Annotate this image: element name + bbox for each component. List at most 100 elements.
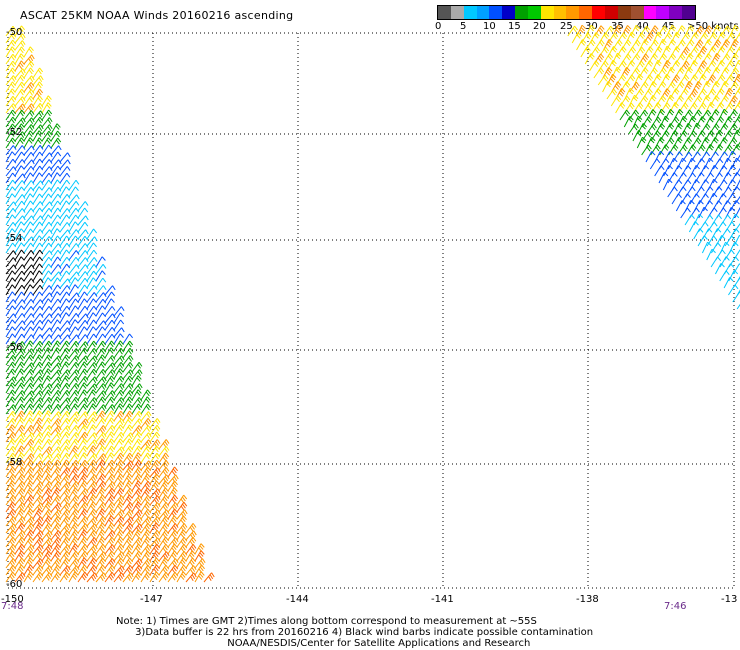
wind-barb	[59, 263, 71, 275]
wind-barb	[149, 530, 161, 541]
wind-barb	[77, 418, 89, 429]
wind-barb	[86, 312, 97, 324]
wind-barb	[32, 410, 43, 422]
wind-barb	[77, 271, 89, 282]
wind-barb	[59, 481, 71, 492]
wind-barb	[122, 509, 134, 520]
wind-barb	[167, 571, 179, 583]
wind-barb	[32, 390, 44, 401]
wind-barb	[59, 327, 71, 338]
wind-barb	[50, 446, 62, 457]
wind-barb	[86, 340, 98, 352]
wind-barb	[86, 270, 98, 282]
wind-barb	[678, 102, 689, 114]
wind-barb	[122, 536, 133, 548]
wind-barb	[14, 508, 25, 520]
wind-barb	[50, 207, 62, 219]
wind-barb	[86, 319, 98, 331]
wind-barb	[5, 361, 17, 373]
wind-barb	[661, 45, 671, 58]
wind-barb	[32, 361, 44, 373]
wind-barb	[68, 473, 80, 485]
wind-barb	[122, 424, 133, 436]
wind-barbs-left-swath	[5, 25, 215, 583]
wind-barb	[77, 243, 89, 254]
wind-barb	[693, 228, 704, 240]
wind-barb	[23, 193, 34, 205]
wind-barb	[68, 348, 80, 359]
wind-barb	[692, 81, 702, 93]
wind-barb	[14, 25, 25, 37]
wind-barb	[167, 466, 179, 478]
wind-barb	[714, 88, 725, 100]
wind-barb	[691, 109, 702, 121]
wind-barb	[32, 487, 43, 499]
wind-barb	[77, 508, 88, 520]
wind-barb	[167, 508, 179, 520]
wind-barb	[77, 529, 88, 541]
wind-barb	[667, 186, 678, 198]
wind-barb	[23, 82, 35, 93]
wind-barb	[95, 432, 107, 443]
wind-barb	[131, 397, 143, 408]
wind-barb	[77, 523, 89, 534]
wind-barb	[23, 354, 34, 366]
wind-barb	[32, 326, 43, 338]
wind-barb	[719, 256, 730, 268]
wind-barb	[68, 194, 80, 205]
wind-barb	[50, 137, 62, 149]
wind-barb	[732, 263, 740, 275]
wind-barb	[77, 250, 89, 261]
wind-barb	[113, 327, 125, 338]
wind-barb	[14, 424, 26, 436]
legend-label: 30	[585, 21, 598, 32]
wind-barb	[661, 32, 673, 44]
wind-barb	[5, 348, 17, 359]
wind-barb	[68, 235, 79, 247]
wind-barb	[14, 530, 26, 541]
wind-barb	[104, 515, 115, 527]
time-label-right: 7:46	[664, 601, 687, 612]
wind-barb	[50, 459, 61, 471]
wind-barb	[95, 285, 107, 296]
lon-label: -13	[721, 594, 738, 605]
wind-barb	[715, 221, 727, 233]
wind-barb	[59, 200, 70, 212]
wind-barb	[122, 417, 133, 429]
wind-barb	[113, 487, 125, 499]
wind-barb	[68, 355, 80, 366]
wind-barb	[683, 80, 693, 93]
wind-barb	[95, 292, 107, 303]
wind-barb	[669, 102, 679, 114]
wind-barb	[676, 186, 687, 198]
wind-barb	[113, 418, 125, 429]
wind-barb	[59, 320, 71, 331]
wind-barb	[32, 375, 44, 387]
wind-barb	[726, 165, 737, 177]
wind-barb	[41, 481, 53, 492]
wind-barb	[32, 558, 44, 569]
wind-barb	[669, 88, 680, 100]
wind-barb	[59, 229, 71, 240]
legend-label: 5	[460, 21, 467, 32]
wind-barb	[68, 201, 80, 212]
wind-barb	[14, 487, 26, 499]
wind-barb	[5, 516, 17, 527]
wind-barb	[68, 229, 80, 240]
wind-barb	[32, 193, 43, 205]
legend-label: >50 knots	[687, 21, 739, 32]
wind-barb	[41, 565, 53, 576]
wind-barb	[104, 558, 116, 569]
wind-barb	[95, 410, 106, 422]
wind-barb	[86, 236, 98, 247]
wind-barb	[5, 452, 17, 464]
wind-barb	[23, 200, 34, 212]
wind-barb	[719, 53, 731, 65]
wind-barb	[50, 466, 62, 478]
wind-barb	[5, 291, 16, 303]
wind-barb	[32, 110, 44, 121]
wind-barb	[113, 375, 125, 387]
wind-barb	[732, 73, 740, 86]
wind-barb	[673, 95, 685, 107]
wind-barb	[104, 291, 116, 303]
